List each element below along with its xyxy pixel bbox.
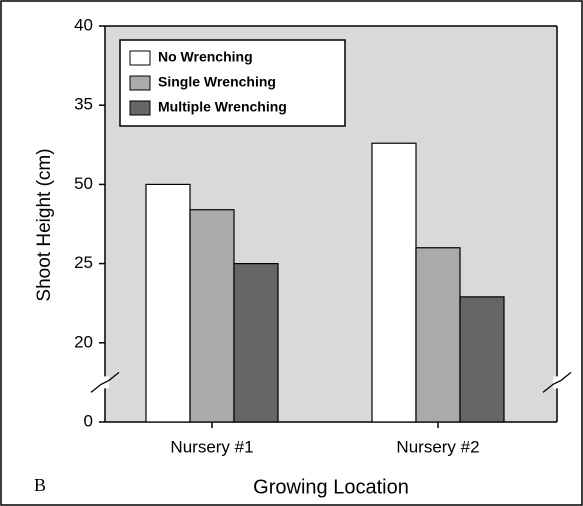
legend-swatch [129,100,151,116]
legend-swatch [129,50,151,66]
y-tick-label: 25 [74,253,93,272]
legend-label: No Wrenching [158,49,253,65]
bar [145,183,191,423]
legend-label: Multiple Wrenching [158,99,287,115]
axis-break [90,371,120,393]
x-tick-label: Nursery #1 [170,437,253,456]
legend-swatch [129,75,151,91]
axis-break [542,371,572,393]
y-tick-label: 0 [84,411,93,430]
y-tick-label: 40 [74,15,93,34]
bar [459,296,505,423]
y-tick-label: 50 [74,174,93,193]
y-tick-label: 20 [74,332,93,351]
x-axis-label: Growing Location [253,476,409,498]
legend-box [119,39,346,127]
bar [189,209,235,423]
y-tick-label: 35 [74,95,93,114]
panel-label: B [34,475,46,495]
y-axis-label: Shoot Height (cm) [34,148,55,301]
legend-label: Single Wrenching [158,74,276,90]
bar [371,142,417,423]
bar [415,247,461,423]
x-tick-label: Nursery #2 [396,437,479,456]
bar [233,263,279,423]
